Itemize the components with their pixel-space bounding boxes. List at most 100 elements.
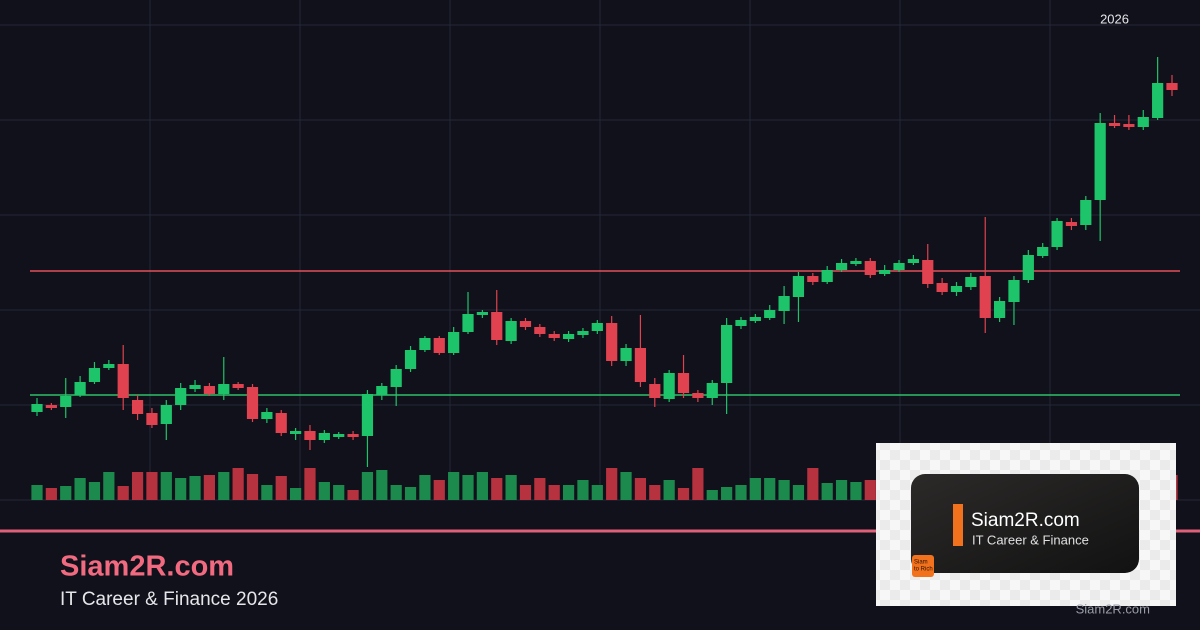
candle-body	[692, 393, 704, 398]
candle-body	[462, 314, 474, 332]
logo-badge	[912, 555, 934, 577]
candle-body	[261, 412, 273, 419]
volume-bar	[835, 480, 848, 500]
candle-body	[965, 277, 977, 287]
candle-body	[505, 321, 517, 341]
logo-badge-text: Siam	[914, 560, 928, 566]
volume-bar	[519, 485, 532, 500]
candle-body	[218, 384, 230, 394]
volume-bar	[491, 478, 503, 500]
volume-bar	[606, 468, 618, 500]
candle-body	[189, 385, 201, 389]
volume-bar	[505, 475, 517, 500]
candle-body	[146, 413, 158, 425]
volume-bar	[261, 485, 273, 500]
volume-bar	[404, 487, 417, 500]
candle-body	[534, 327, 546, 334]
candles	[31, 57, 1178, 467]
x-labels: 2026	[1100, 11, 1129, 26]
volume-bar	[246, 474, 259, 500]
candle-body	[290, 431, 302, 434]
candle-body	[1080, 200, 1092, 225]
candle-body	[721, 325, 733, 383]
volume-bar	[347, 490, 359, 500]
volume-bar	[649, 485, 661, 500]
candle-body	[74, 382, 86, 395]
volume-bar	[764, 478, 776, 500]
volume-bar	[117, 486, 129, 500]
volume-bar	[146, 472, 158, 500]
candle-body	[649, 384, 661, 398]
logo-badge-text: to Rich	[914, 567, 933, 573]
candle-body	[1065, 222, 1078, 226]
candle-body	[45, 405, 57, 408]
candle-body	[548, 334, 560, 338]
candle-body	[1108, 123, 1121, 126]
volume-bar	[88, 482, 101, 500]
volume-bar	[663, 480, 675, 500]
logo-tagline: IT Career & Finance	[972, 532, 1089, 547]
candle-body	[304, 431, 316, 440]
candle-body	[376, 386, 388, 395]
candle-body	[1152, 83, 1164, 118]
candle-body	[519, 321, 532, 327]
volume-bar	[74, 478, 86, 500]
candle-body	[562, 334, 575, 339]
candle-body	[448, 332, 460, 353]
volume-bar	[448, 472, 460, 500]
candle-body	[404, 350, 417, 369]
volume-bar	[189, 476, 201, 500]
candle-body	[203, 386, 216, 394]
candle-body	[347, 434, 359, 437]
volume-bar	[419, 475, 431, 500]
volume-bar	[591, 485, 603, 500]
candle-body	[361, 394, 374, 436]
candle-body	[606, 323, 618, 361]
candle-body	[175, 388, 187, 405]
volume-bar	[131, 472, 144, 500]
volume-bar	[821, 483, 833, 500]
candle-body	[491, 312, 503, 340]
candle-body	[1008, 280, 1020, 302]
candle-body	[103, 364, 115, 368]
candle-body	[792, 276, 805, 297]
logo-accent	[953, 504, 963, 546]
candle-body	[433, 338, 445, 353]
volume-bar	[706, 490, 718, 500]
candle-body	[893, 263, 905, 270]
candle-body	[936, 283, 948, 292]
candle-body	[807, 276, 819, 282]
candle-body	[735, 320, 747, 326]
logo-name: Siam2R.com	[971, 510, 1080, 531]
candle-body	[749, 317, 761, 321]
candle-body	[591, 323, 603, 331]
candle-body	[333, 434, 345, 437]
volume-bar	[749, 478, 761, 500]
volume-bar	[45, 488, 57, 500]
candle-body	[979, 276, 991, 318]
watermark: Siam2R.com	[1076, 601, 1150, 616]
volume-bar	[304, 468, 316, 500]
volume-bar	[203, 475, 216, 500]
volume-bar	[548, 485, 560, 500]
volume-bar	[462, 475, 474, 500]
candle-body	[232, 384, 244, 388]
candle-body	[1166, 83, 1178, 90]
candle-body	[850, 261, 862, 264]
volume-bar	[864, 480, 876, 500]
x-label: 2026	[1100, 11, 1129, 26]
candle-body	[577, 331, 589, 335]
volume-bar	[677, 488, 690, 500]
volume-bar	[778, 480, 790, 500]
volume-bar	[792, 485, 805, 500]
candle-body	[1137, 117, 1149, 127]
candle-body	[907, 259, 919, 263]
candle-body	[663, 373, 675, 399]
volume-bar	[60, 486, 72, 500]
candle-body	[117, 364, 129, 398]
logo-card	[911, 474, 1139, 573]
logo-panel: Siam2R.com IT Career & Finance Siam to R…	[876, 443, 1176, 606]
volume-bar	[620, 472, 632, 500]
candle-body	[1037, 247, 1049, 256]
volume-bar	[721, 487, 733, 500]
